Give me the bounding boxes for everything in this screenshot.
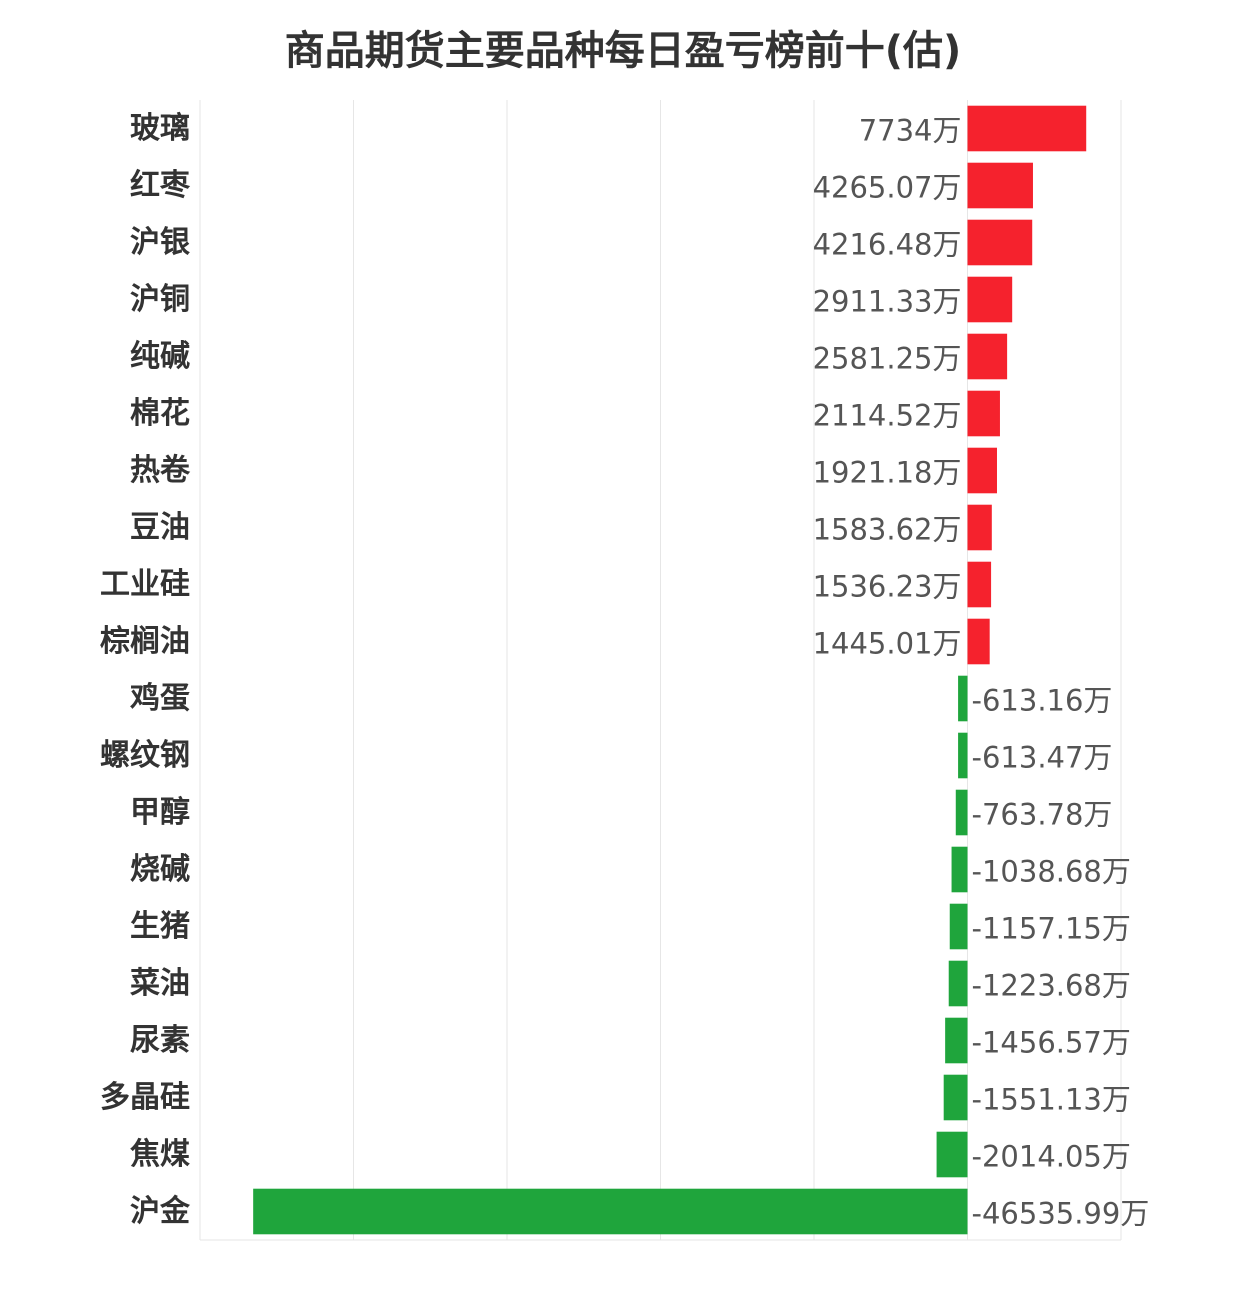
category-label: 沪银 [130,225,190,260]
bar [967,618,990,665]
bar [958,732,968,779]
category-label: 棉花 [130,396,190,431]
data-label: 1583.62万 [813,513,962,547]
data-label: 1536.23万 [813,570,962,604]
category-label: 甲醇 [130,795,190,830]
chart-title: 商品期货主要品种每日盈亏榜前十(估) [284,28,962,74]
category-label: 沪金 [130,1194,191,1229]
data-label: -763.78万 [972,798,1113,832]
data-label: -1551.13万 [972,1083,1131,1117]
category-label: 螺纹钢 [100,738,190,773]
bar [949,903,968,950]
category-label: 烧碱 [130,852,190,887]
bar [948,960,968,1007]
bar [967,219,1033,266]
data-label: 7734万 [859,114,962,148]
bar [967,105,1087,152]
data-label: -1157.15万 [972,912,1131,946]
category-label: 工业硅 [100,567,190,602]
bar [955,789,968,836]
data-label: -1038.68万 [972,855,1131,889]
bar [967,447,997,494]
bar [967,333,1008,380]
data-label: 1921.18万 [813,456,962,490]
data-label: -1456.57万 [972,1026,1131,1060]
bar [967,162,1033,209]
data-label: -1223.68万 [972,969,1131,1003]
data-label: 4216.48万 [813,228,962,262]
data-label: -613.47万 [972,741,1113,775]
bar [943,1074,968,1121]
data-label: 2911.33万 [813,285,962,319]
bar [253,1188,968,1235]
category-label: 菜油 [130,966,190,1001]
category-label: 纯碱 [130,339,190,374]
bar [936,1131,968,1178]
bar [967,561,992,608]
category-label: 焦煤 [130,1137,190,1172]
data-label: 1445.01万 [813,627,962,661]
category-label: 鸡蛋 [130,681,190,716]
category-label: 红枣 [130,168,191,203]
bar [967,390,1000,437]
bar [967,276,1013,323]
data-label: -2014.05万 [972,1140,1131,1174]
category-label: 沪铜 [130,282,190,317]
data-label: 4265.07万 [813,171,962,205]
category-label: 棕榈油 [100,624,190,659]
bar [951,846,968,893]
data-label: -46535.99万 [972,1197,1150,1231]
category-label: 玻璃 [130,111,190,146]
bar [958,675,968,722]
bar [967,504,992,551]
data-label: -613.16万 [972,684,1113,718]
category-label: 热卷 [130,453,191,488]
data-label: 2581.25万 [813,342,962,376]
category-label: 生猪 [130,909,190,944]
data-label: 2114.52万 [813,399,962,433]
category-label: 多晶硅 [100,1080,190,1115]
category-label: 尿素 [130,1023,190,1058]
category-label: 豆油 [130,510,190,545]
bar [945,1017,968,1064]
